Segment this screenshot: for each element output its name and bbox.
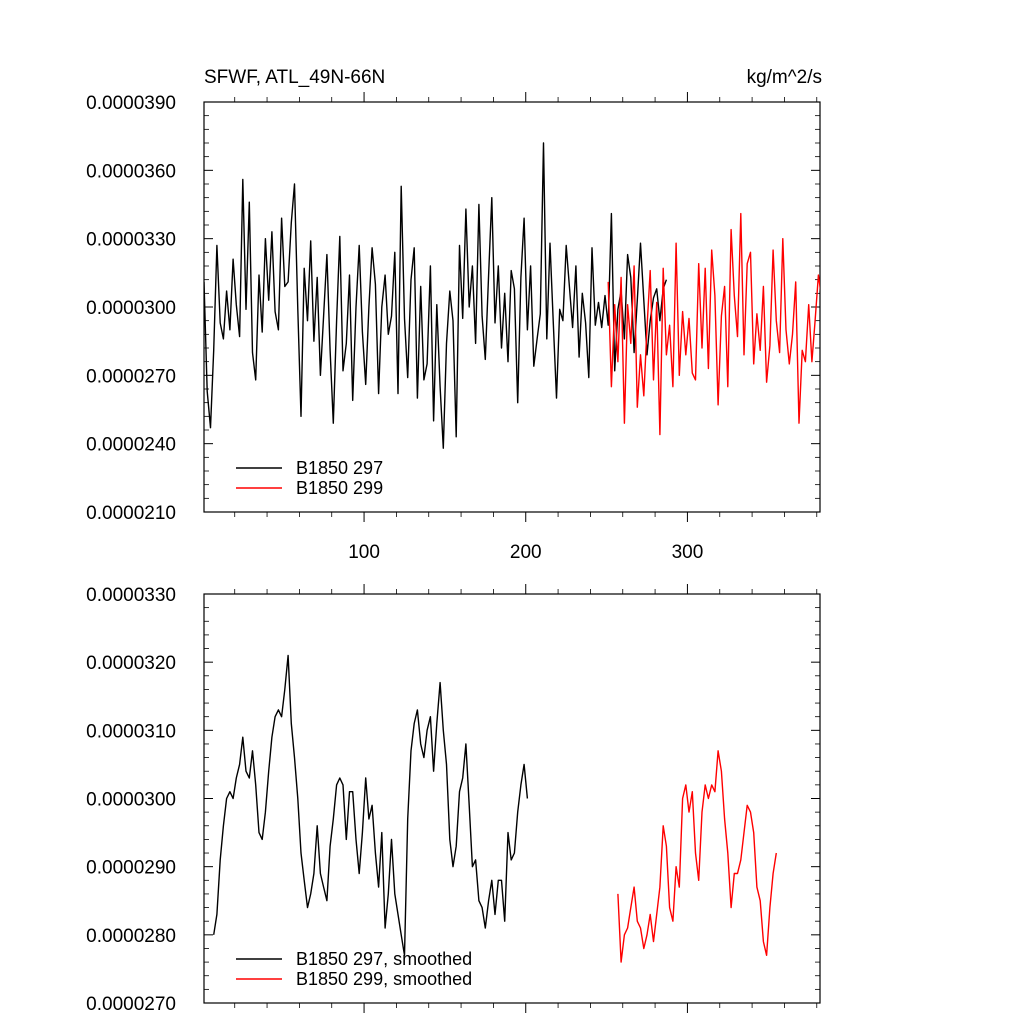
y-tick-label: 0.0000270 [86, 994, 176, 1015]
series-line-b1850-299 [617, 750, 777, 963]
y-tick-label: 0.0000310 [86, 721, 176, 742]
y-tick-label: 0.0000210 [86, 503, 176, 524]
y-tick-label: 0.0000240 [86, 435, 176, 456]
y-tick-label: 0.0000330 [86, 585, 176, 606]
chart-panel-raw: 0.0000210 0.0000240 0.0000270 0.0000300 0.00… [86, 92, 821, 563]
y-tick-label: 0.0000300 [86, 298, 176, 319]
legend-label: B1850 299, smoothed [296, 969, 472, 989]
y-tick-label: 0.0000290 [86, 858, 176, 879]
y-tick-label: 0.0000390 [86, 93, 176, 114]
y-tick-label: 0.0000360 [86, 161, 176, 182]
chart-panel-smoothed: 0.0000270 0.0000280 0.0000290 0.0000300 0.00… [86, 584, 821, 1015]
units-label: kg/m^2/s [747, 67, 822, 88]
series-line-b1850-299 [607, 212, 820, 436]
legend-label: B1850 297 [296, 458, 383, 478]
y-tick-label: 0.0000270 [86, 366, 176, 387]
x-tick-label: 300 [672, 542, 704, 563]
series-line-b1850-297 [213, 654, 529, 956]
y-tick-label: 0.0000300 [86, 790, 176, 811]
legend-label: B1850 299 [296, 478, 383, 498]
y-tick-label: 0.0000320 [86, 653, 176, 674]
legend-label: B1850 297, smoothed [296, 949, 472, 969]
x-tick-label: 200 [510, 542, 542, 563]
plot-frame [203, 593, 821, 1004]
plot-frame [203, 101, 821, 513]
series-line-b1850-297 [204, 142, 668, 449]
panel-title: SFWF, ATL_49N-66N [204, 67, 385, 88]
x-tick-label: 100 [348, 542, 380, 563]
y-tick-label: 0.0000330 [86, 230, 176, 251]
y-tick-label: 0.0000280 [86, 926, 176, 947]
